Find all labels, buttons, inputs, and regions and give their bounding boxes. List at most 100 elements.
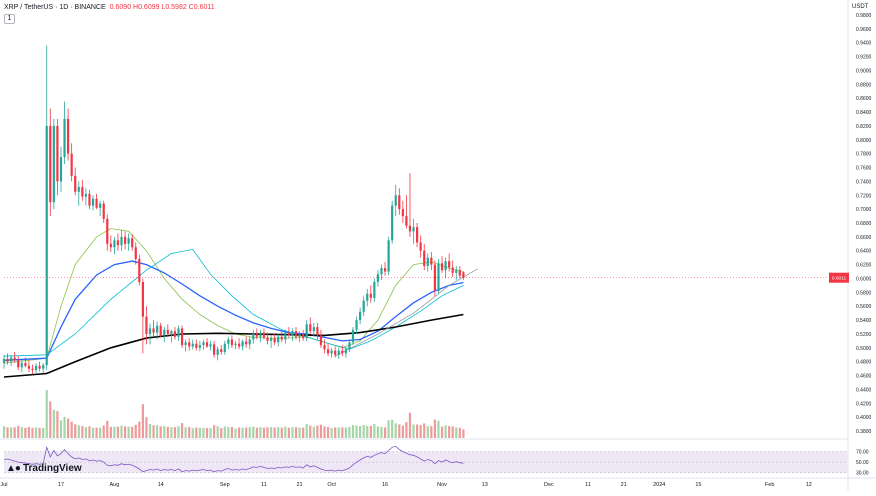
- volume-bar: [10, 427, 13, 438]
- volume-bar: [373, 424, 376, 438]
- volume-bar: [355, 425, 358, 438]
- y-tick-label: 0.8000: [856, 138, 872, 144]
- candle-body: [156, 325, 159, 333]
- candle-body: [284, 332, 287, 340]
- y-tick-label: 0.4200: [856, 401, 872, 407]
- candle-body: [280, 336, 283, 340]
- y-tick-label: 0.9400: [856, 41, 872, 47]
- volume-bar: [77, 425, 80, 438]
- volume-bar: [156, 425, 159, 438]
- volume-bar: [305, 424, 308, 438]
- volume-bar: [312, 426, 315, 438]
- volume-bar: [59, 420, 63, 438]
- candle-body: [216, 349, 219, 355]
- volume-bar: [426, 426, 429, 438]
- tradingview-logo-icon: ▲●: [6, 463, 21, 474]
- volume-bar: [141, 404, 144, 438]
- volume-bar: [38, 427, 41, 438]
- candle-body: [170, 331, 173, 334]
- candle-body: [123, 236, 127, 244]
- candle-body: [234, 343, 237, 346]
- y-tick-label: 0.3800: [856, 429, 872, 435]
- y-tick-label: 0.5600: [856, 304, 872, 310]
- candle-body: [109, 243, 112, 248]
- volume-bar: [209, 428, 212, 438]
- volume-bar: [319, 424, 323, 438]
- volume-bar: [34, 427, 38, 438]
- candle-body: [248, 339, 251, 345]
- volume-bar: [326, 426, 330, 438]
- volume-bar: [81, 426, 84, 438]
- volume-bar: [280, 427, 283, 438]
- volume-bar: [415, 424, 419, 438]
- candle-body: [166, 329, 169, 334]
- candle-body: [2, 358, 6, 364]
- volume-bar: [6, 427, 9, 438]
- y-tick-label: 0.8400: [856, 110, 872, 116]
- indicator-count-badge[interactable]: 1: [4, 14, 15, 24]
- volume-bar: [298, 427, 301, 438]
- x-tick-label: 2024: [653, 482, 665, 488]
- volume-bar: [302, 427, 305, 438]
- candle-body: [401, 209, 404, 217]
- candle-body: [205, 342, 209, 347]
- candle-body: [49, 125, 52, 203]
- volume-bar: [291, 427, 294, 438]
- candle-body: [323, 345, 326, 350]
- candle-body: [330, 350, 333, 354]
- volume-bar: [455, 427, 458, 438]
- candle-body: [66, 118, 70, 154]
- volume-bar: [241, 427, 244, 438]
- candle-body: [70, 153, 73, 176]
- y-tick-label: 0.5800: [856, 290, 872, 296]
- volume-bar: [188, 426, 191, 438]
- volume-bar: [401, 425, 404, 438]
- candle-body: [34, 365, 38, 371]
- volume-bar: [17, 426, 20, 438]
- candle-body: [184, 342, 187, 346]
- y-tick-label: 0.8200: [856, 124, 872, 130]
- candle-body: [188, 342, 191, 347]
- symbol-line[interactable]: XRP / TetherUS · 1D · BINANCE: [4, 4, 106, 11]
- volume-bar: [433, 419, 437, 438]
- volume-bar: [20, 427, 23, 438]
- volume-bar: [74, 424, 77, 438]
- last-price-label: 0.6011: [832, 276, 847, 282]
- volume-bar: [163, 426, 166, 438]
- volume-bar: [45, 390, 48, 438]
- rsi-tick-label: 50.00: [856, 460, 869, 466]
- candle-body: [63, 118, 66, 158]
- candle-body: [42, 365, 45, 369]
- volume-bar: [440, 426, 444, 438]
- rsi-tick-label: 30.00: [856, 471, 869, 477]
- volume-bar: [159, 426, 162, 438]
- y-tick-label: 0.4000: [856, 415, 872, 421]
- volume-bar: [277, 427, 280, 438]
- volume-bar: [127, 426, 130, 438]
- candle-body: [10, 357, 13, 362]
- volume-bar: [131, 426, 134, 438]
- volume-bar: [195, 427, 198, 438]
- volume-bar: [351, 425, 355, 438]
- candle-body: [398, 195, 401, 210]
- x-tick-label: Dec: [544, 482, 554, 488]
- candle-body: [287, 332, 290, 336]
- candle-body: [99, 203, 102, 208]
- currency-label[interactable]: USDT: [852, 4, 869, 10]
- candle-body: [302, 333, 305, 339]
- candle-body: [198, 345, 201, 348]
- candle-body: [458, 270, 461, 276]
- volume-bar: [138, 421, 141, 438]
- volume-bar: [412, 424, 415, 438]
- x-tick-label: 21: [621, 482, 627, 488]
- y-tick-label: 0.9600: [856, 27, 872, 33]
- volume-bar: [284, 426, 287, 438]
- volume-bar: [337, 427, 340, 438]
- candle-body: [455, 270, 458, 273]
- candle-body: [348, 342, 351, 350]
- candle-body: [245, 341, 248, 345]
- y-tick-label: 0.8800: [856, 82, 872, 88]
- volume-bar: [91, 427, 95, 438]
